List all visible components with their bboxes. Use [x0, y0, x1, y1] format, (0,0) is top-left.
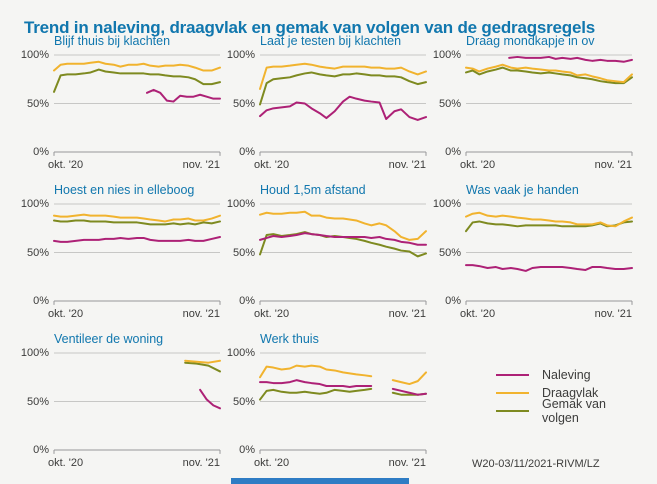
legend-label: Naleving: [542, 368, 591, 382]
x-tick-start: okt. '20: [254, 308, 290, 320]
x-tick-start: okt. '20: [460, 159, 496, 171]
y-axis-labels: 100% 50% 0%: [21, 49, 54, 158]
panel-title: Was vaak je handen: [466, 183, 579, 197]
y-axis-labels: 100% 50% 0%: [21, 347, 54, 456]
y-tick-0: 0%: [445, 295, 461, 307]
x-tick-start: okt. '20: [254, 159, 290, 171]
y-tick-0: 0%: [33, 146, 49, 158]
y-tick-50: 50%: [26, 246, 49, 259]
line-chart: [54, 204, 220, 301]
y-tick-50: 50%: [26, 395, 49, 408]
y-tick-100: 100%: [226, 347, 255, 359]
y-axis-labels: 100% 50% 0%: [21, 198, 54, 307]
legend-item-draagvlak: Draagvlak: [496, 384, 632, 402]
gemak-line-swatch: [496, 410, 529, 412]
y-tick-50: 50%: [438, 97, 461, 110]
chart-panel-handen-wassen: Was vaak je handen 100% 50% 0% okt. '20 …: [433, 183, 642, 332]
panel-title: Draag mondkapje in ov: [466, 34, 595, 48]
y-tick-50: 50%: [438, 246, 461, 259]
x-tick-end: nov. '21: [594, 308, 632, 320]
draagvlak-line-swatch: [496, 392, 529, 394]
x-tick-start: okt. '20: [460, 308, 496, 320]
x-axis-labels: okt. '20 nov. '21: [48, 159, 220, 171]
y-tick-100: 100%: [20, 49, 49, 61]
legend-label: Draagvlak: [542, 386, 599, 400]
x-axis-labels: okt. '20 nov. '21: [254, 457, 426, 469]
chart-panel-blijf-thuis: Blijf thuis bij klachten 100% 50% 0% okt…: [21, 34, 230, 183]
x-tick-end: nov. '21: [388, 159, 426, 171]
line-chart: [260, 55, 426, 152]
panel-title: Blijf thuis bij klachten: [54, 34, 171, 48]
line-chart: [260, 204, 426, 301]
y-tick-100: 100%: [226, 198, 255, 210]
line-chart: [54, 353, 220, 450]
naleving-line-swatch: [496, 374, 529, 376]
legend-label: Gemak van volgen: [542, 397, 606, 425]
chart-panel-mondkapje: Draag mondkapje in ov 100% 50% 0% okt. '…: [433, 34, 642, 183]
x-tick-start: okt. '20: [254, 457, 290, 469]
y-tick-100: 100%: [20, 347, 49, 359]
x-axis-labels: okt. '20 nov. '21: [48, 308, 220, 320]
x-axis-labels: okt. '20 nov. '21: [254, 159, 426, 171]
x-axis-labels: okt. '20 nov. '21: [460, 159, 632, 171]
panel-title: Hoest en nies in elleboog: [54, 183, 195, 197]
chart-panel-hoest-nies: Hoest en nies in elleboog 100% 50% 0% ok…: [21, 183, 230, 332]
legend-item-gemak: Gemak van volgen: [496, 397, 632, 425]
chart-panel-afstand: Houd 1,5m afstand 100% 50% 0% okt. '20 n…: [227, 183, 436, 332]
y-tick-50: 50%: [232, 97, 255, 110]
x-tick-end: nov. '21: [388, 308, 426, 320]
source-note: W20-03/11/2021-RIVM/LZ: [472, 458, 600, 470]
x-axis-labels: okt. '20 nov. '21: [460, 308, 632, 320]
y-tick-0: 0%: [33, 295, 49, 307]
x-tick-start: okt. '20: [48, 159, 84, 171]
x-tick-end: nov. '21: [182, 159, 220, 171]
legend-item-naleving: Naleving: [496, 366, 632, 384]
panel-title: Ventileer de woning: [54, 332, 164, 346]
y-tick-50: 50%: [232, 395, 255, 408]
y-tick-0: 0%: [445, 146, 461, 158]
y-tick-100: 100%: [432, 198, 461, 210]
panel-title: Laat je testen bij klachten: [260, 34, 402, 48]
line-chart: [466, 204, 632, 301]
line-chart: [54, 55, 220, 152]
y-axis-labels: 100% 50% 0%: [433, 49, 466, 158]
x-tick-start: okt. '20: [48, 308, 84, 320]
y-tick-0: 0%: [239, 146, 255, 158]
line-chart: [466, 55, 632, 152]
chart-panel-ventileer: Ventileer de woning 100% 50% 0% okt. '20…: [21, 332, 230, 481]
x-tick-end: nov. '21: [594, 159, 632, 171]
chart-panel-laat-je-testen: Laat je testen bij klachten 100% 50% 0% …: [227, 34, 436, 183]
y-axis-labels: 100% 50% 0%: [227, 49, 260, 158]
panel-title: Werk thuis: [260, 332, 319, 346]
y-axis-labels: 100% 50% 0%: [433, 198, 466, 307]
x-tick-end: nov. '21: [182, 457, 220, 469]
chart-panel-werk-thuis: Werk thuis 100% 50% 0% okt. '20 nov. '21: [227, 332, 436, 481]
legend: Naleving Draagvlak Gemak van volgen W20-…: [436, 332, 642, 481]
bottom-blue-bar: [231, 478, 409, 484]
y-axis-labels: 100% 50% 0%: [227, 198, 260, 307]
y-tick-50: 50%: [26, 97, 49, 110]
y-tick-0: 0%: [33, 444, 49, 456]
y-tick-100: 100%: [432, 49, 461, 61]
x-tick-end: nov. '21: [182, 308, 220, 320]
y-tick-100: 100%: [226, 49, 255, 61]
page-title: Trend in naleving, draagvlak en gemak va…: [24, 18, 596, 38]
y-tick-50: 50%: [232, 246, 255, 259]
x-tick-start: okt. '20: [48, 457, 84, 469]
y-axis-labels: 100% 50% 0%: [227, 347, 260, 456]
y-tick-0: 0%: [239, 444, 255, 456]
panel-title: Houd 1,5m afstand: [260, 183, 366, 197]
x-axis-labels: okt. '20 nov. '21: [254, 308, 426, 320]
y-tick-0: 0%: [239, 295, 255, 307]
chart-grid: Blijf thuis bij klachten 100% 50% 0% okt…: [21, 34, 642, 481]
y-tick-100: 100%: [20, 198, 49, 210]
x-axis-labels: okt. '20 nov. '21: [48, 457, 220, 469]
x-tick-end: nov. '21: [388, 457, 426, 469]
line-chart: [260, 353, 426, 450]
